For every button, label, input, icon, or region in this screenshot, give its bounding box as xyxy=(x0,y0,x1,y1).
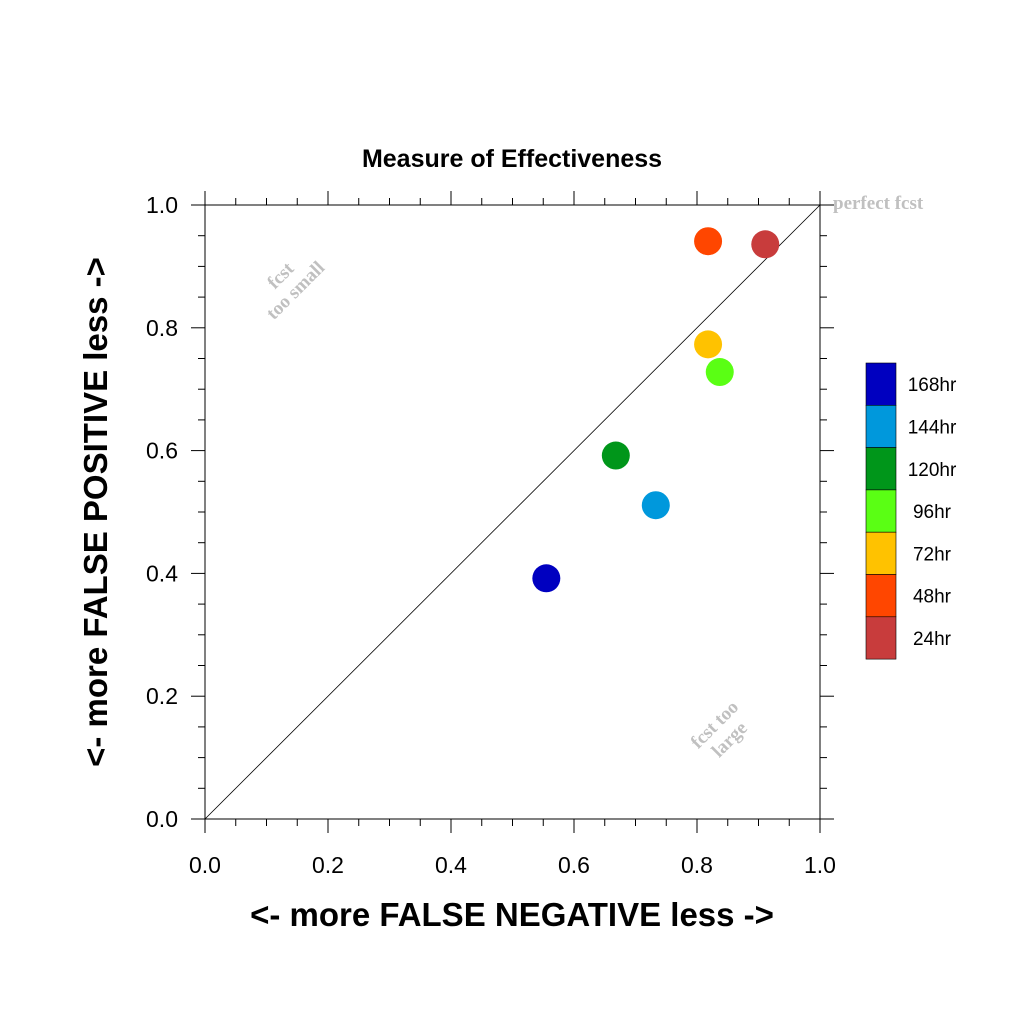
point-96hr xyxy=(705,358,734,387)
x-tick-label: 0.8 xyxy=(681,852,713,878)
data-points xyxy=(532,227,780,593)
point-24hr xyxy=(751,230,780,259)
legend-swatch-48hr xyxy=(865,574,897,618)
legend: 168hr 144hr 120hr 96hr 72hr 48hr 24hr xyxy=(865,362,957,660)
point-168hr xyxy=(532,564,561,593)
legend-swatch-144hr xyxy=(865,404,897,448)
diagonal-reference xyxy=(204,204,821,820)
y-tick-label: 0.2 xyxy=(146,683,178,709)
y-tick-label: 1.0 xyxy=(146,192,178,218)
y-tick-label: 0.4 xyxy=(146,560,178,586)
legend-label: 144hr xyxy=(908,417,957,438)
y-tick-label: 0.8 xyxy=(146,315,178,341)
legend-swatch-96hr xyxy=(865,489,897,533)
x-tick-label: 0.2 xyxy=(312,852,344,878)
point-72hr xyxy=(694,330,723,359)
point-144hr xyxy=(641,491,670,520)
axis-ticks: 0.0 0.2 0.4 0.6 0.8 1.0 0.0 0.2 0.4 0.6 0.8 1.0 xyxy=(146,191,836,878)
legend-label: 72hr xyxy=(913,544,952,565)
chart-title: Measure of Effectiveness xyxy=(362,145,662,173)
x-tick-label: 0.4 xyxy=(435,852,467,878)
y-tick-label: 0.6 xyxy=(146,438,178,464)
y-axis-label: <- more FALSE POSITIVE less -> xyxy=(77,257,114,767)
y-tick-label: 0.0 xyxy=(146,806,178,832)
x-tick-label: 0.0 xyxy=(189,852,221,878)
x-tick-label: 0.6 xyxy=(558,852,590,878)
legend-label: 120hr xyxy=(908,460,957,481)
legend-swatch-24hr xyxy=(865,616,897,660)
legend-label: 48hr xyxy=(913,587,952,608)
point-48hr xyxy=(694,227,723,256)
diagonal-line xyxy=(204,204,821,820)
legend-swatch-168hr xyxy=(865,362,897,406)
annotation-text: perfect fcst xyxy=(833,193,924,214)
annotation-text: too small xyxy=(262,257,329,324)
legend-label: 24hr xyxy=(913,629,952,650)
x-tick-label: 1.0 xyxy=(804,852,836,878)
point-120hr xyxy=(601,441,630,470)
legend-label: 96hr xyxy=(913,502,952,523)
x-axis-label: <- more FALSE NEGATIVE less -> xyxy=(250,896,774,933)
legend-label: 168hr xyxy=(908,375,957,396)
annotation-perfect: perfect fcst xyxy=(833,193,924,214)
legend-swatch-72hr xyxy=(865,531,897,575)
legend-swatch-120hr xyxy=(865,447,897,491)
